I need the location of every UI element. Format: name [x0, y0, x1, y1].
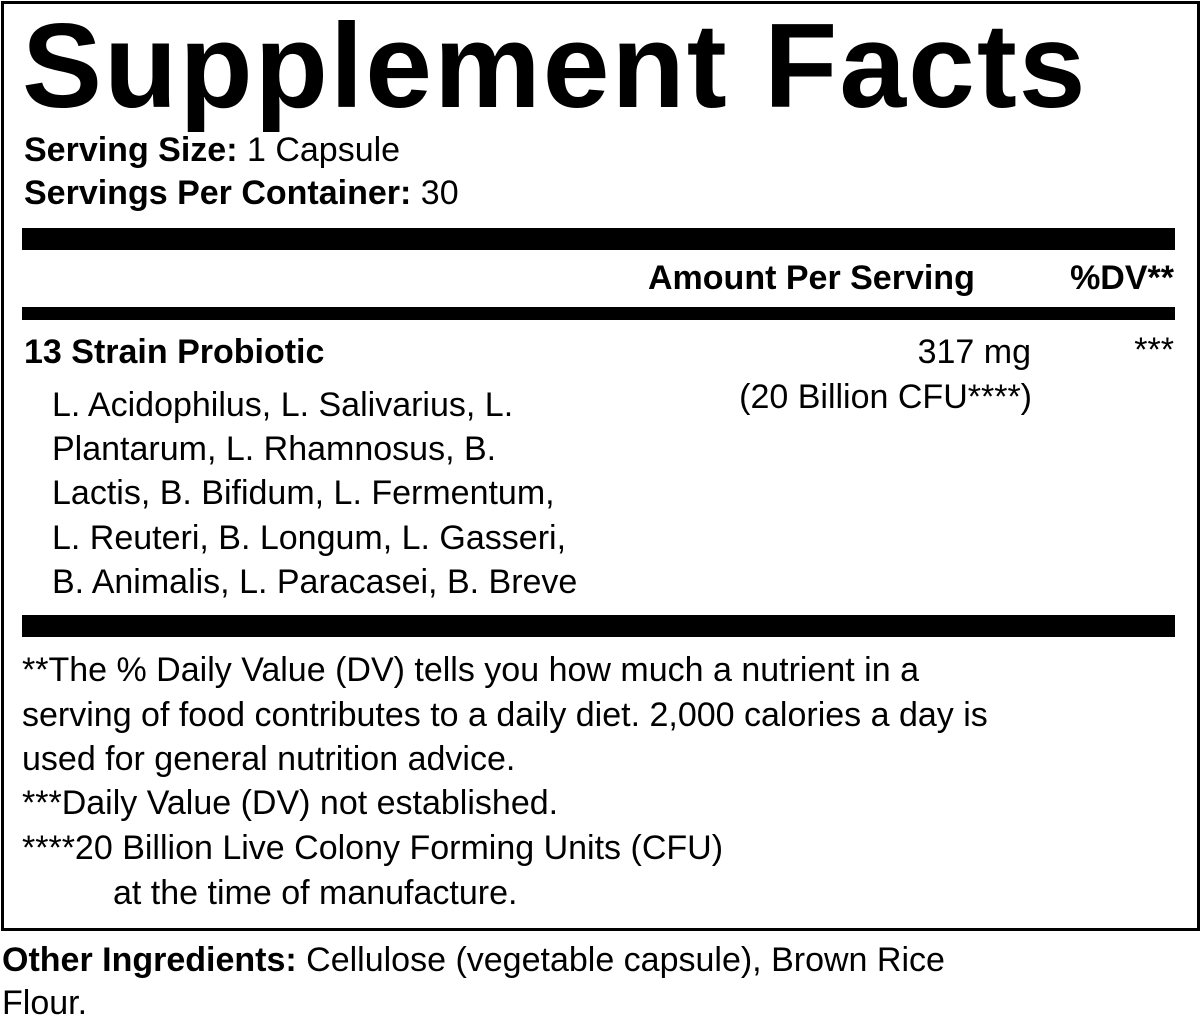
dv-header: %DV** [1070, 259, 1174, 297]
footnote-line: at the time of manufacture. [113, 874, 518, 912]
footnote-line: **The % Daily Value (DV) tells you how m… [22, 651, 919, 689]
medium-divider [22, 307, 1175, 320]
thick-divider [22, 228, 1175, 250]
other-ingredients: Other Ingredients: Cellulose (vegetable … [2, 940, 945, 980]
servings-per-container: Servings Per Container: 30 [24, 173, 459, 213]
panel-title: Supplement Facts [22, 0, 1088, 133]
serving-size-label: Serving Size: [24, 131, 238, 169]
footnote-line: ***Daily Value (DV) not established. [22, 784, 559, 822]
amount-per-serving-header: Amount Per Serving [648, 259, 975, 297]
servings-per-container-value: 30 [411, 174, 459, 212]
strain-line: L. Reuteri, B. Longum, L. Gasseri, [52, 519, 567, 557]
strain-line: Lactis, B. Bifidum, L. Fermentum, [52, 474, 555, 512]
serving-size: Serving Size: 1 Capsule [24, 130, 400, 170]
strain-line: B. Animalis, L. Paracasei, B. Breve [52, 563, 578, 601]
servings-per-container-label: Servings Per Container: [24, 174, 412, 212]
other-ingredients-value: Cellulose (vegetable capsule), Brown Ric… [296, 941, 945, 979]
ingredient-name: 13 Strain Probiotic [24, 333, 325, 371]
footnote-line: ****20 Billion Live Colony Forming Units… [22, 829, 724, 867]
ingredient-cfu: (20 Billion CFU****) [739, 378, 1032, 416]
ingredient-dv: *** [1134, 331, 1174, 369]
footnote-line: used for general nutrition advice. [22, 740, 516, 778]
strain-line: Plantarum, L. Rhamnosus, B. [52, 430, 497, 468]
ingredient-amount: 317 mg [917, 333, 1031, 371]
serving-size-value: 1 Capsule [237, 131, 401, 169]
other-ingredients-continued: Flour. [2, 984, 88, 1022]
other-ingredients-label: Other Ingredients: [2, 941, 297, 979]
thick-divider [22, 615, 1175, 637]
footnote-line: serving of food contributes to a daily d… [22, 696, 988, 734]
strain-line: L. Acidophilus, L. Salivarius, L. [52, 386, 514, 424]
supplement-facts-panel [1, 1, 1200, 931]
